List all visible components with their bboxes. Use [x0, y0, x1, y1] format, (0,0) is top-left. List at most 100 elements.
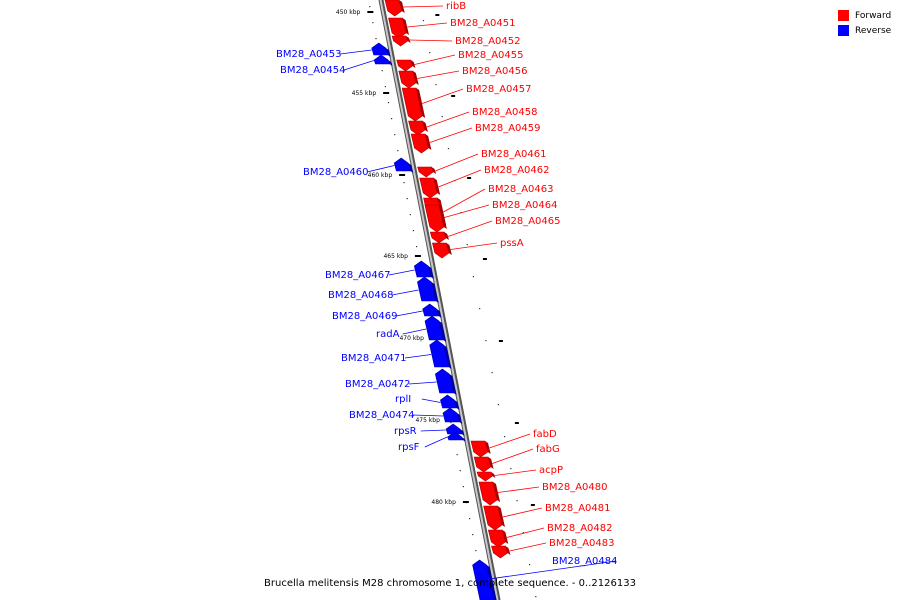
gene-feature[interactable]: [429, 231, 447, 244]
tick-label: 480 kbp: [431, 499, 456, 506]
gene-feature[interactable]: [393, 157, 411, 172]
tick-label: 470 kbp: [399, 335, 424, 342]
gene-leader-line: [426, 111, 470, 128]
gene-label[interactable]: BM28_A0452: [455, 36, 521, 47]
forward-swatch: [838, 10, 849, 21]
gene-label[interactable]: rpsR: [394, 426, 417, 437]
gene-feature-side: [438, 205, 447, 229]
gene-feature[interactable]: [371, 42, 389, 56]
gene-feature-side: [484, 441, 491, 454]
gene-label[interactable]: fabG: [536, 444, 560, 455]
gene-label[interactable]: rplI: [395, 394, 411, 405]
map-caption: Brucella melitensis M28 chromosome 1, co…: [264, 578, 636, 589]
gene-label[interactable]: BM28_A0457: [466, 84, 532, 95]
gene-leader-line: [343, 60, 374, 71]
gene-label[interactable]: BM28_A0483: [549, 538, 615, 549]
gene-feature[interactable]: [491, 545, 508, 559]
gene-label[interactable]: BM28_A0472: [345, 379, 411, 390]
gene-feature[interactable]: [483, 505, 503, 531]
gene-label[interactable]: BM28_A0460: [303, 167, 369, 178]
gene-leader-line: [429, 127, 473, 143]
gene-feature[interactable]: [478, 481, 498, 506]
gene-feature[interactable]: [413, 260, 432, 278]
gene-label[interactable]: BM28_A0468: [328, 290, 394, 301]
gene-feature-side: [449, 374, 457, 395]
gene-feature[interactable]: [476, 471, 493, 482]
gene-feature[interactable]: [470, 440, 489, 458]
gene-label[interactable]: BM28_A0464: [492, 200, 558, 211]
gene-leader-line: [388, 269, 415, 276]
gene-feature[interactable]: [447, 431, 464, 441]
label-layer: ribB BM28_A0451 BM28_A0452 BM28_A0453 BM28_A…: [276, 1, 618, 582]
gene-label[interactable]: BM28_A0458: [472, 107, 538, 118]
gene-label[interactable]: rpsF: [398, 442, 420, 453]
gene-feature[interactable]: [429, 339, 449, 368]
gene-label[interactable]: BM28_A0454: [280, 65, 346, 76]
minor-tick: [394, 134, 396, 136]
gene-leader-line: [438, 169, 482, 188]
gene-label[interactable]: BM28_A0455: [458, 50, 524, 61]
gene-label[interactable]: BM28_A0463: [488, 184, 554, 195]
gene-feature[interactable]: [384, 0, 403, 17]
minor-tick: [456, 454, 458, 456]
tick-label: 475 kbp: [415, 417, 440, 424]
gene-feature[interactable]: [373, 54, 390, 65]
gene-feature[interactable]: [398, 70, 417, 89]
legend-forward-label: Forward: [855, 10, 892, 21]
gene-label[interactable]: fabD: [533, 429, 557, 440]
gene-feature[interactable]: [424, 204, 445, 233]
gene-label[interactable]: ribB: [446, 1, 466, 12]
gene-label[interactable]: BM28_A0461: [481, 149, 547, 160]
gene-label[interactable]: BM28_A0469: [332, 311, 398, 322]
gene-feature-side: [433, 178, 441, 195]
gene-label[interactable]: BM28_A0481: [545, 503, 611, 514]
gene-leader-line: [408, 381, 437, 385]
gene-feature[interactable]: [422, 303, 440, 317]
gene-feature[interactable]: [440, 394, 457, 409]
gene-label[interactable]: radA: [376, 329, 400, 340]
gene-feature[interactable]: [487, 529, 506, 548]
gene-feature-side: [460, 429, 465, 436]
gene-feature-side: [439, 321, 447, 342]
gene-label[interactable]: BM28_A0459: [475, 123, 541, 134]
gene-label[interactable]: pssA: [500, 238, 524, 249]
gene-label[interactable]: BM28_A0462: [484, 165, 550, 176]
gene-label[interactable]: BM28_A0480: [542, 482, 608, 493]
gene-feature[interactable]: [396, 59, 413, 72]
gene-label[interactable]: BM28_A0482: [547, 523, 613, 534]
gene-label[interactable]: BM28_A0456: [462, 66, 528, 77]
gene-feature[interactable]: [410, 133, 429, 154]
gene-feature[interactable]: [419, 177, 438, 199]
tick-label: 465 kbp: [383, 253, 408, 260]
gene-label[interactable]: BM28_A0467: [325, 270, 391, 281]
minor-tick: [510, 468, 512, 470]
gene-leader-line: [443, 188, 486, 213]
gene-feature-side: [402, 18, 410, 35]
gene-feature[interactable]: [431, 242, 450, 259]
gene-label[interactable]: BM28_A0474: [349, 410, 415, 421]
gene-label[interactable]: BM28_A0465: [495, 216, 561, 227]
minor-tick: [472, 276, 475, 278]
gene-label[interactable]: BM28_A0484: [552, 556, 618, 567]
gene-feature-side: [486, 565, 497, 600]
gene-feature[interactable]: [473, 456, 491, 473]
gene-label[interactable]: BM28_A0453: [276, 49, 342, 60]
gene-feature-side: [399, 0, 405, 13]
gene-feature[interactable]: [391, 35, 408, 47]
gene-leader-line: [407, 22, 448, 28]
gene-feature[interactable]: [408, 120, 426, 136]
gene-label[interactable]: BM28_A0471: [341, 353, 407, 364]
gene-feature[interactable]: [401, 87, 423, 122]
gene-leader-line: [395, 310, 423, 317]
gene-label[interactable]: acpP: [539, 465, 563, 476]
legend-item-forward: Forward: [838, 8, 891, 23]
gene-leader-line: [502, 507, 543, 518]
gene-feature[interactable]: [417, 166, 434, 178]
gene-feature[interactable]: [442, 407, 460, 423]
gene-feature[interactable]: [417, 276, 437, 302]
minor-tick: [429, 52, 431, 54]
gene-feature[interactable]: [435, 368, 455, 394]
gene-feature[interactable]: [388, 17, 407, 39]
gene-feature[interactable]: [424, 315, 444, 341]
gene-label[interactable]: BM28_A0451: [450, 18, 516, 29]
